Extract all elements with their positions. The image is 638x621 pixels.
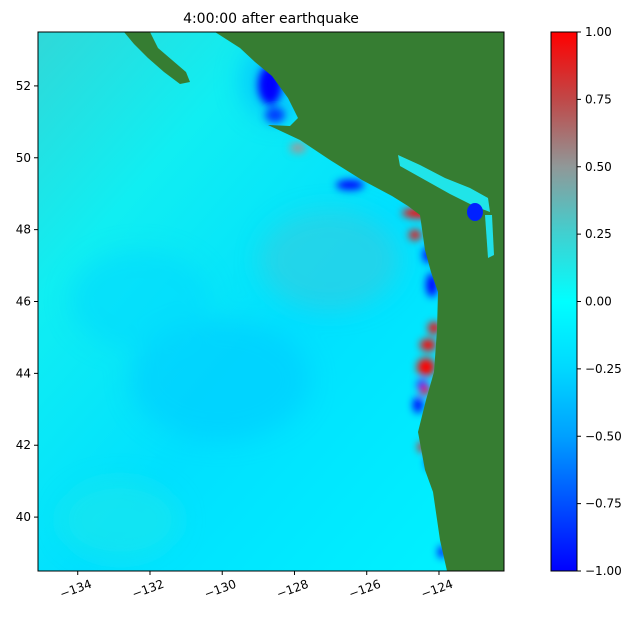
colorbar-tick-label: 0.75 (585, 92, 612, 106)
colorbar-tick-label: 0.00 (585, 295, 612, 309)
inland-sea (398, 155, 490, 212)
x-tick-label: −128 (275, 577, 311, 601)
y-tick-label: 46 (16, 295, 31, 309)
colorbar-tick-label: −0.75 (585, 497, 622, 511)
puget-sound-trough (467, 203, 483, 221)
colorbar (550, 31, 578, 572)
crest (420, 339, 436, 351)
y-tick-label: 48 (16, 223, 31, 237)
colorbar-tick-label: −0.25 (585, 362, 622, 376)
colorbar-axis: −1.00 −0.75 −0.50 −0.25 0.00 0.25 0.50 0.75 1.00 (577, 25, 622, 578)
y-axis: 40 42 44 46 48 50 52 (16, 79, 38, 524)
x-tick-label: −130 (202, 577, 238, 601)
x-tick-label: −134 (58, 577, 94, 601)
y-tick-label: 40 (16, 510, 31, 524)
colorbar-tick-label: −0.50 (585, 429, 622, 443)
trough (413, 397, 423, 413)
x-tick-label: −126 (347, 577, 383, 601)
colorbar-tick-label: −1.00 (585, 564, 622, 578)
y-tick-label: 52 (16, 79, 31, 93)
colorbar-tick-label: 0.25 (585, 227, 612, 241)
y-tick-label: 44 (16, 366, 31, 380)
x-tick-label: −132 (130, 577, 166, 601)
y-tick-label: 50 (16, 151, 31, 165)
x-tick-label: −124 (419, 577, 455, 601)
ocean-variations (60, 40, 400, 560)
crest (420, 385, 430, 395)
trough (336, 180, 364, 190)
crest (409, 230, 421, 240)
land-island (124, 32, 190, 84)
crest (290, 143, 306, 153)
colorbar-tick-label: 0.50 (585, 160, 612, 174)
y-tick-label: 42 (16, 438, 31, 452)
x-axis: −134 −132 −130 −128 −126 −124 (58, 571, 455, 601)
land-mainland (215, 32, 504, 571)
crest (417, 358, 435, 376)
inlet (485, 215, 494, 258)
trough (265, 107, 285, 123)
map-area (38, 32, 504, 571)
chart-title: 4:00:00 after earthquake (183, 11, 359, 27)
colorbar-tick-label: 1.00 (585, 25, 612, 39)
